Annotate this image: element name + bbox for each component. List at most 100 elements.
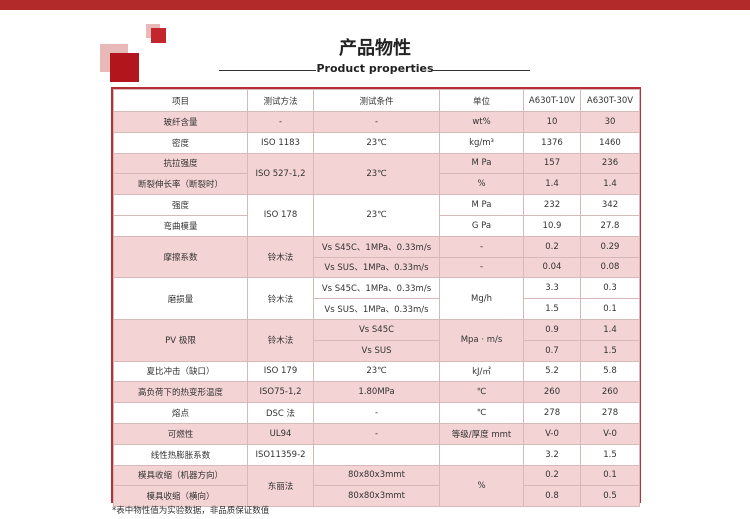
cell-condition: 23℃	[313, 194, 440, 237]
table-row: 高负荷下的热变形温度 ISO75-1,2 1.80MPa ℃ 260 260	[113, 381, 640, 404]
cell-value-30v: 260	[580, 381, 640, 404]
cell-value-30v: 30	[580, 111, 640, 133]
cell-method: 东丽法	[247, 464, 314, 508]
header-method: 测试方法	[247, 89, 314, 112]
table-row: Vs SUS、1MPa、0.33m/s - 0.04 0.08	[114, 256, 640, 279]
table-row: 密度 ISO 1183 23℃ kg/m³ 1376 1460	[113, 131, 640, 154]
header-unit: 单位	[439, 89, 524, 112]
cell-value-10v: 260	[523, 381, 581, 404]
cell-unit: -	[439, 235, 524, 258]
cell-value-10v: 10.9	[523, 214, 581, 237]
cell-value-30v: 27.8	[580, 214, 640, 237]
cell-item: 模具收缩（机器方向）	[113, 464, 248, 487]
cell-condition: -	[313, 402, 440, 424]
table-row: 弯曲模量 G Pa 10.9 27.8	[113, 214, 640, 237]
cell-unit: M Pa	[439, 152, 524, 175]
cell-value-30v: 1460	[580, 131, 640, 154]
cell-method: ISO75-1,2	[247, 381, 314, 404]
cell-unit: M Pa	[439, 194, 524, 216]
cell-unit: Mpa · m/s	[439, 318, 524, 362]
cell-condition: -	[313, 111, 440, 133]
page-subtitle: Product properties	[316, 62, 434, 75]
cell-item: 线性热膨胀系数	[113, 443, 248, 466]
cell-value-30v: 5.8	[580, 360, 640, 383]
cell-value-30v: 278	[580, 402, 640, 424]
table-row: 模具收缩（横向） 80x80x3mmt 0.8 0.5	[113, 485, 640, 508]
cell-unit: ℃	[439, 402, 524, 424]
cell-condition: 1.80MPa	[313, 381, 440, 404]
cell-value-30v: V-0	[580, 422, 640, 445]
cell-item: 密度	[113, 131, 248, 154]
cell-value-30v: 0.29	[580, 235, 640, 258]
table-row: PV 极限 铃木法 Vs S45C Mpa · m/s 0.9 1.4	[113, 318, 640, 362]
cell-value-10v: 157	[523, 152, 581, 175]
cell-condition	[313, 443, 440, 466]
cell-unit	[439, 443, 524, 466]
cell-value-30v: 342	[580, 194, 640, 216]
cell-item: PV 极限	[113, 318, 248, 362]
cell-unit: ℃	[439, 381, 524, 404]
cell-value-10v: 0.7	[523, 339, 581, 362]
cell-condition: Vs SUS、1MPa、0.33m/s	[313, 298, 440, 320]
cell-unit: -	[439, 256, 524, 279]
cell-condition: -	[313, 422, 440, 445]
cell-item: 可燃性	[113, 422, 248, 445]
cell-condition: Vs SUS	[313, 339, 440, 362]
table-row: 摩擦系数 铃木法 Vs S45C、1MPa、0.33m/s - 0.2 0.29	[113, 235, 640, 279]
cell-value-10v: 1.4	[523, 173, 581, 196]
cell-method: ISO 1183	[247, 131, 314, 154]
cell-item: 断裂伸长率（断裂时）	[113, 173, 248, 196]
cell-condition: 23℃	[313, 152, 440, 196]
footnote: *表中物性值为实验数据，非品质保证数值	[112, 506, 270, 516]
cell-value-30v: 0.1	[580, 298, 640, 320]
cell-method: 铃木法	[247, 318, 314, 362]
cell-method: -	[247, 111, 314, 133]
table-row: 强度 ISO 178 23℃ M Pa 232 342	[113, 194, 640, 237]
cell-unit: %	[439, 464, 524, 508]
cell-method: ISO 527-1,2	[247, 152, 314, 196]
cell-value-10v: 1.5	[523, 298, 581, 320]
cell-value-10v: 10	[523, 111, 581, 133]
table-row: 熔点 DSC 法 - ℃ 278 278	[113, 402, 640, 424]
cell-item: 熔点	[113, 402, 248, 424]
cell-value-10v: 5.2	[523, 360, 581, 383]
cell-value-30v: 236	[580, 152, 640, 175]
table-row: 磨损量 铃木法 Vs S45C、1MPa、0.33m/s Mg/h 3.3 0.…	[113, 277, 640, 320]
properties-table: 项目 测试方法 测试条件 单位 A630T-10V A630T-30V 玻纤含量…	[111, 87, 641, 508]
cell-value-30v: 1.4	[580, 173, 640, 196]
decor-square-large-dark	[110, 53, 139, 82]
cell-condition: 80x80x3mmt	[313, 485, 440, 508]
cell-condition: Vs S45C、1MPa、0.33m/s	[313, 277, 440, 300]
cell-value-10v: 0.9	[523, 318, 581, 341]
cell-unit: kJ/㎡	[439, 360, 524, 383]
decor-square-small-dark	[151, 28, 166, 43]
cell-unit: G Pa	[439, 214, 524, 237]
cell-item: 强度	[113, 194, 248, 216]
cell-unit: wt%	[439, 111, 524, 133]
cell-value-30v: 0.3	[580, 277, 640, 300]
page-title: 产品物性	[339, 38, 411, 59]
table-row: 可燃性 UL94 - 等级/厚度 mmt V-0 V-0	[113, 422, 640, 445]
cell-value-10v: 0.8	[523, 485, 581, 508]
cell-value-10v: 1376	[523, 131, 581, 154]
cell-value-10v: 278	[523, 402, 581, 424]
cell-value-10v: 0.2	[523, 235, 581, 258]
table-row: Vs SUS、1MPa、0.33m/s 1.5 0.1	[114, 298, 640, 320]
cell-value-30v: 0.5	[580, 485, 640, 508]
cell-item: 磨损量	[113, 277, 248, 320]
cell-value-10v: 3.2	[523, 443, 581, 466]
header-item: 项目	[113, 89, 248, 112]
table-row: 模具收缩（机器方向） 东丽法 80x80x3mmt % 0.2 0.1	[113, 464, 640, 508]
subtitle-line-right	[433, 70, 530, 71]
cell-item: 弯曲模量	[113, 214, 248, 237]
subtitle-line-left	[219, 70, 316, 71]
cell-condition: 23℃	[313, 131, 440, 154]
header-a630t-30v: A630T-30V	[580, 89, 640, 112]
cell-value-10v: 232	[523, 194, 581, 216]
cell-method: UL94	[247, 422, 314, 445]
top-accent-bar	[0, 0, 750, 10]
cell-condition: Vs SUS、1MPa、0.33m/s	[313, 256, 440, 279]
cell-condition: 23℃	[313, 360, 440, 383]
cell-value-30v: 1.5	[580, 443, 640, 466]
cell-method: 铃木法	[247, 235, 314, 279]
